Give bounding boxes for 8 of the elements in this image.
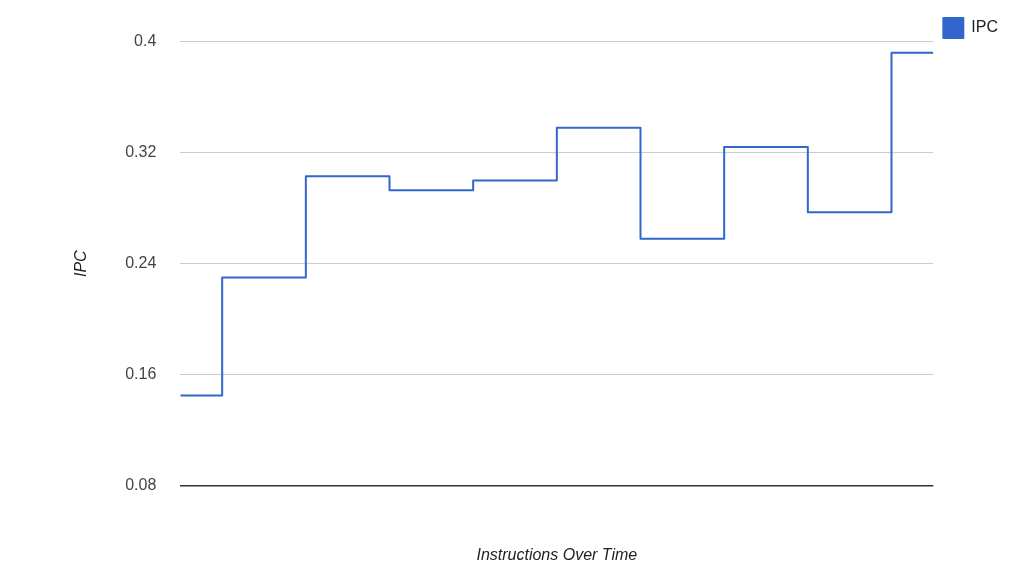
y-tick-label: 0.32: [125, 143, 157, 161]
y-tick-label: 0.24: [125, 254, 157, 272]
x-axis-title: Instructions Over Time: [476, 545, 638, 563]
legend-label: IPC: [971, 18, 998, 36]
y-tick-label: 0.08: [125, 476, 157, 494]
y-axis-title: IPC: [72, 249, 90, 278]
y-tick-label: 0.16: [125, 365, 157, 383]
y-tick-label: 0.4: [134, 32, 157, 50]
